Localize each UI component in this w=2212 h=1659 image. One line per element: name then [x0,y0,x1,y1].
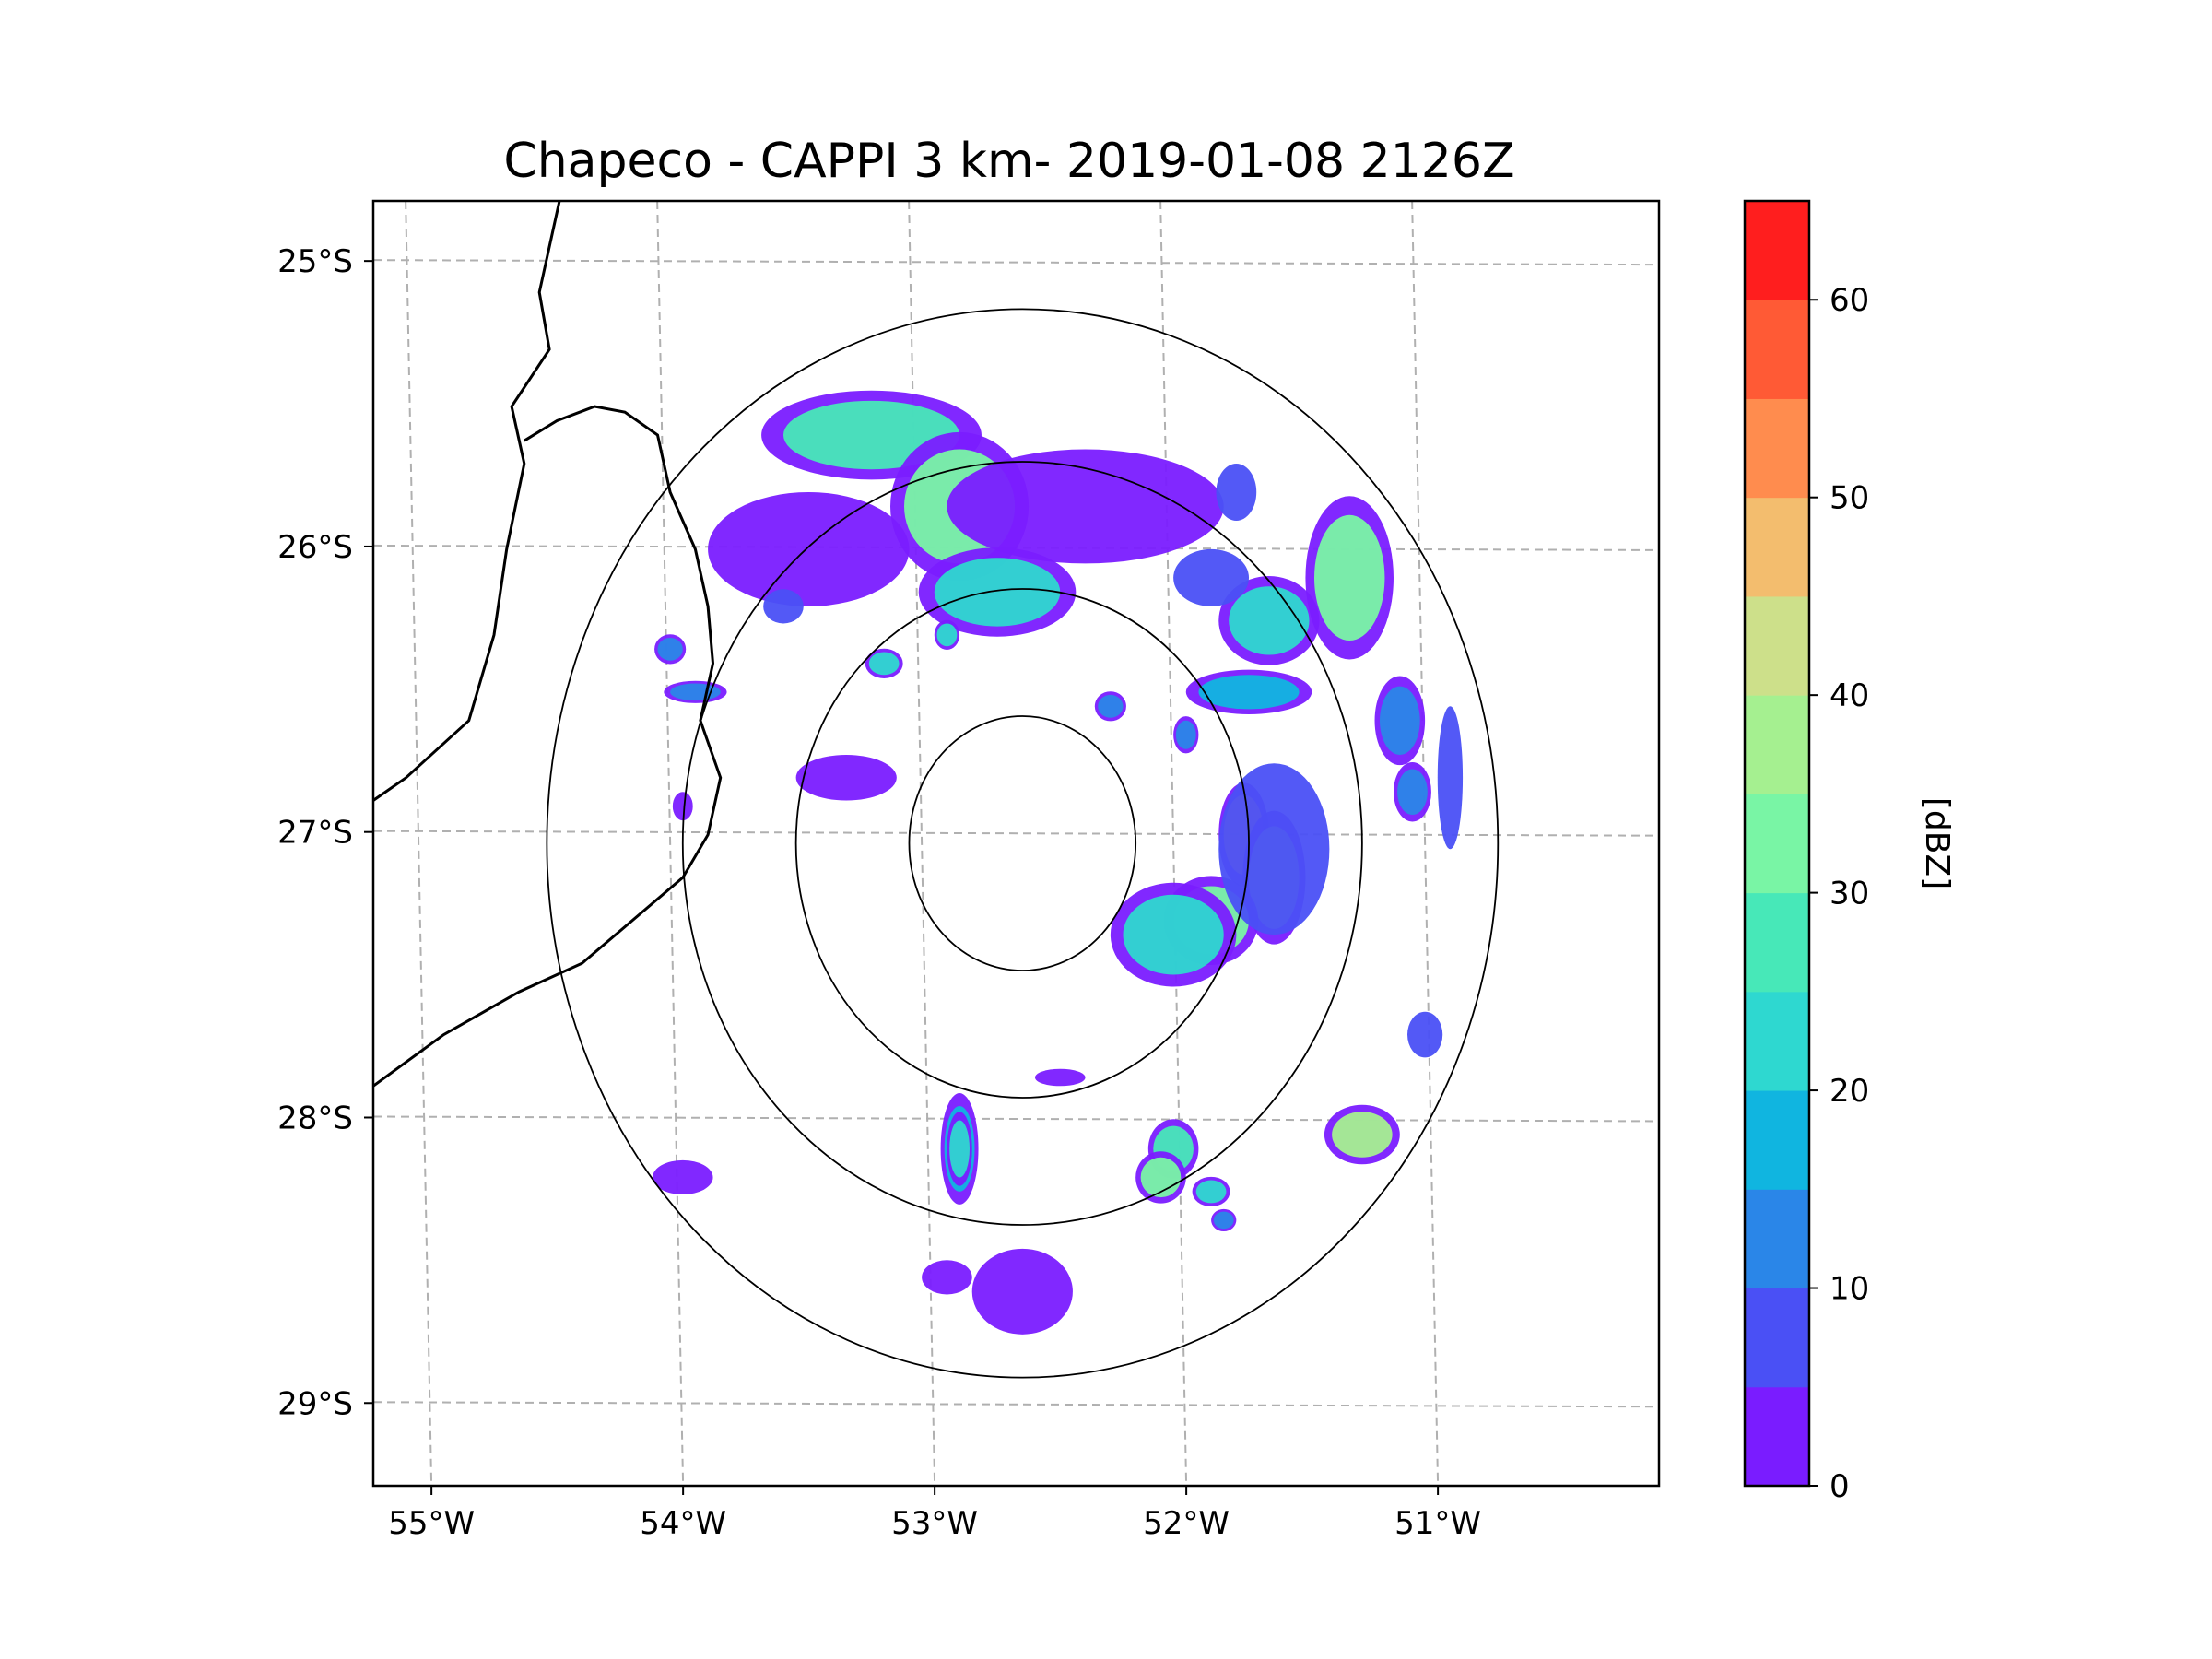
colorbar-bin-9 [1745,497,1809,597]
colorbar-bin-12 [1745,201,1809,300]
chart-title: Chapeco - CAPPI 3 km- 2019-01-08 2126Z [503,134,1514,189]
map-area [373,201,1659,1486]
echo-cell-23 [1213,1211,1234,1230]
border-line-0 [373,201,561,802]
range-ring-3 [546,308,1500,1379]
echo-cell-27 [936,623,958,647]
x-tick-label-1: 54°W [640,1505,726,1542]
range-ring-1 [794,588,1250,1099]
grid-meridian-0 [405,201,433,1486]
grid-parallel-4 [373,1401,1659,1408]
echo-cell-19 [1332,1112,1393,1158]
map-frame [371,199,1661,1488]
y-tick-label-2: 27°S [277,815,353,852]
colorbar-frame [1743,199,1811,1488]
colorbar-bin-10 [1745,398,1809,499]
colorbar-bin-3 [1745,1090,1809,1190]
echo-cell-33 [1034,1068,1086,1087]
colorbar-bin-0 [1745,1386,1809,1487]
echo-cell-26 [868,652,900,676]
echo-cell-35 [795,754,897,801]
echo-cell-18 [1407,1011,1443,1058]
y-tick-label-4: 29°S [277,1385,353,1422]
colorbar-bin-11 [1745,300,1809,399]
colorbar-bin-4 [1745,991,1809,1091]
colorbar-bin-5 [1745,892,1809,993]
x-tick-label-4: 51°W [1394,1505,1481,1542]
colorbar-bin-2 [1745,1189,1809,1289]
echo-cell-3 [708,491,910,606]
echo-cell-25 [949,1120,970,1178]
echo-cell-12 [1437,706,1464,850]
grid-meridian-1 [656,201,685,1486]
colorbar-tick-label-4: 40 [1830,677,1869,714]
echo-cell-32 [653,1159,713,1195]
echo-cell-6 [1229,586,1310,655]
x-tick-label-3: 52°W [1143,1505,1230,1542]
colorbar-bin-6 [1745,794,1809,894]
colorbar-tick-label-3: 30 [1830,876,1869,912]
y-tick-label-0: 25°S [277,243,353,280]
range-ring-0 [908,715,1137,971]
political-borders [373,201,723,1088]
echo-cell-5 [1313,514,1385,641]
echo-cell-11 [1397,769,1428,816]
grid-meridian-4 [1411,201,1440,1486]
colorbar-label: [dBZ] [1918,797,1956,889]
colorbar: 0 10 20 30 40 50 60 [dBZ] [1743,199,1956,1505]
x-tick-label-0: 55°W [388,1505,475,1542]
echo-cell-17 [1218,763,1330,935]
echo-cell-9 [1198,675,1300,710]
echo-cell-22 [1195,1180,1227,1204]
echo-cell-8 [1216,463,1257,521]
border-line-1 [373,405,723,1088]
colorbar-bin-7 [1745,695,1809,794]
echo-cell-16 [1123,894,1224,975]
range-ring-2 [681,461,1363,1226]
reflectivity-echoes [653,390,1464,1335]
echo-cell-37 [672,792,693,821]
echo-cell-31 [657,637,683,661]
colorbar-tick-label-0: 0 [1830,1468,1850,1505]
colorbar-tick-label-2: 20 [1830,1073,1869,1110]
echo-cell-29 [1175,720,1196,749]
colorbar-ticks: 0 10 20 30 40 50 60 [1809,282,1869,1505]
echo-cell-36 [763,589,804,624]
grid-parallel-3 [373,1115,1659,1123]
y-tick-label-1: 26°S [277,529,353,566]
echo-cell-4 [934,558,1061,627]
colorbar-bin-8 [1745,595,1809,696]
colorbar-tick-label-6: 60 [1830,282,1869,319]
grid-meridian-3 [1159,201,1188,1486]
echo-cell-10 [1379,686,1420,755]
range-rings [546,308,1500,1379]
colorbar-tick-label-1: 10 [1830,1271,1869,1308]
y-tick-label-3: 28°S [277,1100,353,1136]
echo-cell-28 [1098,694,1124,718]
x-tick-label-2: 53°W [891,1505,978,1542]
echo-cell-7 [1173,548,1250,606]
grid-parallel-0 [373,259,1659,266]
echo-cell-38 [922,1260,972,1295]
colorbar-bin-1 [1745,1288,1809,1388]
colorbar-tick-label-5: 50 [1830,480,1869,517]
colorbar-bins [1745,201,1809,1487]
echo-cell-2 [947,449,1224,564]
echo-cell-34 [971,1248,1073,1335]
x-axis-ticks: 55°W 54°W 53°W 52°W 51°W [388,1486,1481,1542]
y-axis-ticks: 25°S 26°S 27°S 28°S 29°S [277,243,373,1422]
